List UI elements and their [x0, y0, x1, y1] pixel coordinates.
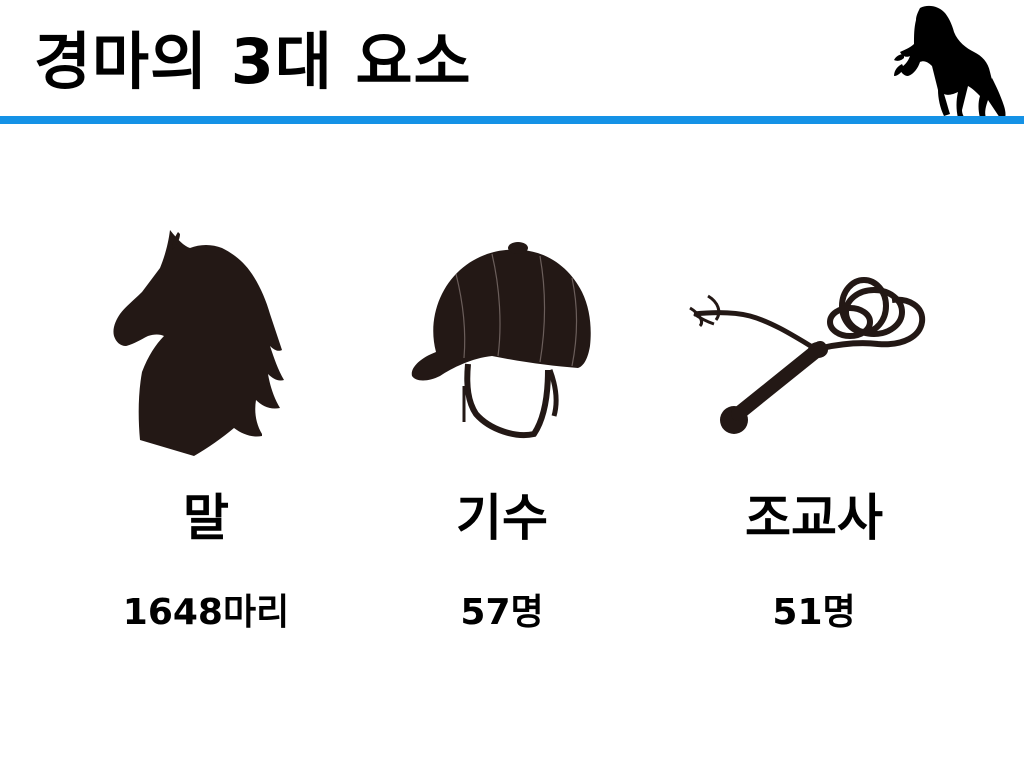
element-jockey: 기수 57명 [352, 226, 652, 646]
riding-whip-icon [689, 277, 926, 434]
element-horse: 말 1648마리 [56, 226, 356, 646]
element-name: 말 [183, 489, 229, 547]
element-trainer: 조교사 51명 [664, 226, 964, 646]
element-count: 57명 [460, 592, 544, 633]
riding-helmet-icon [411, 242, 591, 438]
element-count: 1648마리 [122, 592, 290, 633]
element-name: 기수 [456, 489, 548, 547]
horse-head-icon [113, 230, 284, 456]
slide-title: 경마의 3대 요소 [34, 25, 472, 98]
rearing-horse-icon [894, 5, 1006, 120]
title-divider [0, 116, 1024, 124]
element-name: 조교사 [745, 489, 883, 547]
element-count: 51명 [772, 592, 856, 633]
